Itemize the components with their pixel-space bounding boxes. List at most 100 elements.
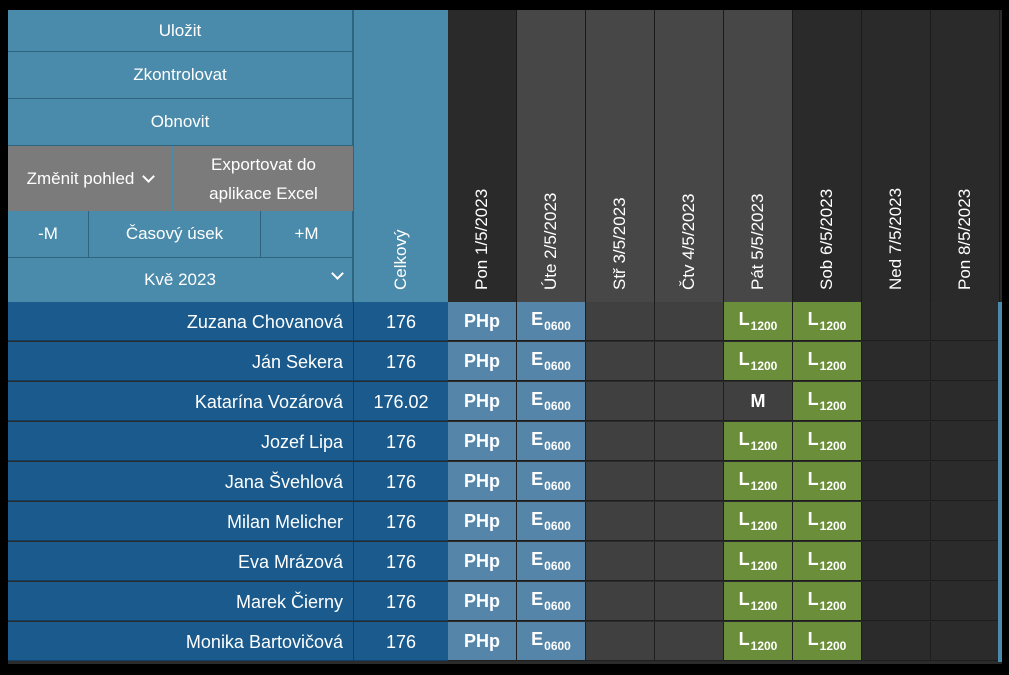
shift-cell[interactable]: E0600 (517, 502, 586, 541)
shift-cell[interactable] (862, 542, 931, 581)
shift-cell[interactable]: PHp (448, 502, 517, 541)
shift-cell[interactable] (586, 582, 655, 621)
shift-cell[interactable]: L1200 (793, 582, 862, 621)
shift-cell[interactable]: PHp (448, 542, 517, 581)
employee-name[interactable]: Katarína Vozárová (8, 382, 353, 421)
shift-cell[interactable] (586, 382, 655, 421)
shift-cell[interactable] (931, 542, 1000, 581)
shift-cell[interactable] (586, 342, 655, 381)
shift-cell[interactable]: E0600 (517, 302, 586, 341)
day-header[interactable]: Pon 8/5/2023 (931, 10, 1000, 302)
shift-cell[interactable] (655, 582, 724, 621)
shift-cell[interactable] (586, 462, 655, 501)
shift-cell[interactable] (586, 502, 655, 541)
day-header[interactable]: Pon 1/5/2023 (448, 10, 517, 302)
shift-cell[interactable]: L1200 (793, 342, 862, 381)
shift-cell[interactable]: L1200 (793, 422, 862, 461)
day-header[interactable]: Úte 2/5/2023 (517, 10, 586, 302)
shift-cell[interactable]: L1200 (793, 302, 862, 341)
shift-cell[interactable] (655, 622, 724, 661)
day-header[interactable]: Sob 6/5/2023 (793, 10, 862, 302)
shift-cell[interactable] (931, 622, 1000, 661)
employee-name[interactable]: Milan Melicher (8, 502, 353, 541)
shift-cell[interactable] (862, 502, 931, 541)
employee-name[interactable]: Jana Švehlová (8, 462, 353, 501)
shift-cell[interactable]: L1200 (724, 422, 793, 461)
day-header[interactable]: Pát 5/5/2023 (724, 10, 793, 302)
shift-cell[interactable] (862, 342, 931, 381)
save-button[interactable]: Uložit (8, 10, 353, 52)
employee-name[interactable]: Marek Čierny (8, 582, 353, 621)
shift-cell[interactable] (655, 302, 724, 341)
shift-cell[interactable]: E0600 (517, 622, 586, 661)
shift-cell[interactable] (655, 502, 724, 541)
shift-cell[interactable]: L1200 (793, 462, 862, 501)
shift-cell[interactable]: L1200 (724, 622, 793, 661)
shift-cell[interactable]: E0600 (517, 342, 586, 381)
shift-cell[interactable]: E0600 (517, 582, 586, 621)
shift-cell[interactable]: L1200 (793, 382, 862, 421)
day-header[interactable]: Ned 7/5/2023 (862, 10, 931, 302)
employee-name[interactable]: Monika Bartovičová (8, 622, 353, 661)
plus-month-button[interactable]: +M (261, 211, 353, 258)
shift-cell[interactable] (655, 382, 724, 421)
shift-cell[interactable] (862, 462, 931, 501)
shift-cell[interactable] (862, 382, 931, 421)
shift-cell[interactable]: PHp (448, 422, 517, 461)
shift-cell[interactable] (862, 622, 931, 661)
shift-cell[interactable]: PHp (448, 342, 517, 381)
shift-time: 0600 (544, 519, 571, 533)
shift-cell[interactable]: L1200 (724, 342, 793, 381)
shift-cell[interactable]: L1200 (724, 302, 793, 341)
shift-cell[interactable] (931, 582, 1000, 621)
shift-cell[interactable] (655, 462, 724, 501)
shift-cell[interactable]: PHp (448, 582, 517, 621)
shift-cell[interactable]: L1200 (724, 502, 793, 541)
change-view-dropdown[interactable]: Změnit pohled (8, 146, 174, 211)
employee-name[interactable]: Eva Mrázová (8, 542, 353, 581)
shift-cell[interactable]: L1200 (724, 582, 793, 621)
shift-cell[interactable] (931, 342, 1000, 381)
day-header-label: Pon 8/5/2023 (955, 188, 974, 290)
shift-cell[interactable]: PHp (448, 302, 517, 341)
shift-cell[interactable] (931, 302, 1000, 341)
employee-name[interactable]: Ján Sekera (8, 342, 353, 381)
shift-cell[interactable]: L1200 (793, 502, 862, 541)
employee-name[interactable]: Jozef Lipa (8, 422, 353, 461)
check-button[interactable]: Zkontrolovat (8, 52, 353, 99)
day-header[interactable]: Čtv 4/5/2023 (655, 10, 724, 302)
shift-cell[interactable]: PHp (448, 382, 517, 421)
shift-cell[interactable] (655, 422, 724, 461)
employee-name[interactable]: Zuzana Chovanová (8, 302, 353, 341)
day-header[interactable]: Stř 3/5/2023 (586, 10, 655, 302)
shift-cell[interactable]: M (724, 382, 793, 421)
refresh-button[interactable]: Obnovit (8, 99, 353, 146)
shift-cell[interactable] (586, 542, 655, 581)
shift-cell[interactable]: E0600 (517, 422, 586, 461)
shift-cell[interactable] (931, 382, 1000, 421)
shift-cell[interactable] (655, 542, 724, 581)
minus-month-button[interactable]: -M (8, 211, 89, 258)
shift-cell[interactable] (586, 422, 655, 461)
month-select[interactable]: Kvě 2023 (8, 258, 353, 302)
shift-cell[interactable]: PHp (448, 622, 517, 661)
shift-cell[interactable] (862, 302, 931, 341)
shift-cell[interactable] (931, 422, 1000, 461)
shift-cell[interactable]: L1200 (724, 462, 793, 501)
shift-cell[interactable] (586, 302, 655, 341)
shift-cell[interactable]: E0600 (517, 462, 586, 501)
shift-cell[interactable] (655, 342, 724, 381)
shift-cell[interactable]: L1200 (724, 542, 793, 581)
export-excel-button[interactable]: Exportovat do aplikace Excel (174, 146, 353, 211)
shift-cell[interactable] (862, 422, 931, 461)
shift-cell[interactable]: L1200 (793, 622, 862, 661)
shift-cell[interactable]: E0600 (517, 542, 586, 581)
shift-cell[interactable]: E0600 (517, 382, 586, 421)
shift-cell[interactable] (586, 622, 655, 661)
shift-cell[interactable]: PHp (448, 462, 517, 501)
shift-cell[interactable] (931, 502, 1000, 541)
shift-cell[interactable] (862, 582, 931, 621)
time-range-button[interactable]: Časový úsek (89, 211, 261, 258)
shift-cell[interactable] (931, 462, 1000, 501)
shift-cell[interactable]: L1200 (793, 542, 862, 581)
